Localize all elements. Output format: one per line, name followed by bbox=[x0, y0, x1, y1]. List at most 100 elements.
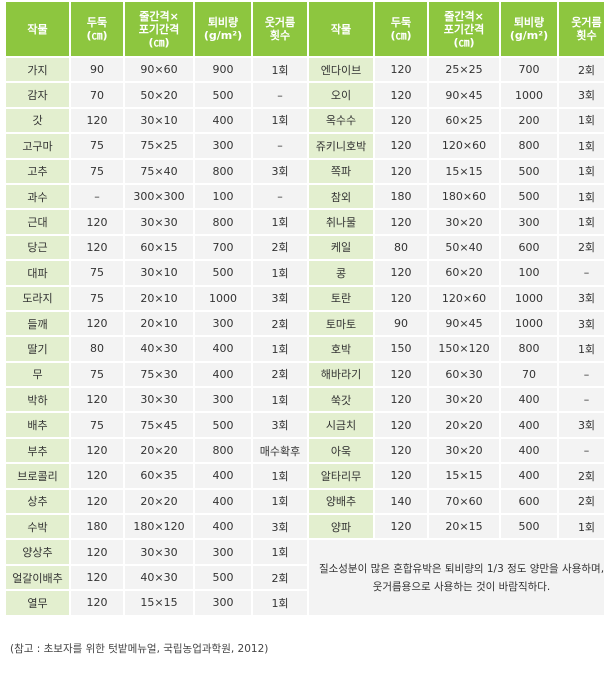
right-crop-name-cell: 토마토 bbox=[309, 311, 373, 336]
left-topdress-count-cell: 1회 bbox=[253, 388, 307, 412]
header-topdress-left: 웃거름 횟수 bbox=[253, 2, 307, 56]
header-compost-left: 퇴비량 (g/m²) bbox=[195, 2, 251, 56]
right-compost-amount-cell: 70 bbox=[501, 362, 557, 387]
left-crop-name-cell: 박하 bbox=[6, 388, 69, 412]
compost-note: 질소성분이 많은 혼합유박은 퇴비량의 1/3 정도 양만을 사용하며, 웃거름… bbox=[309, 540, 604, 615]
table-row: 수박 180 180×120 400 3회 양파 120 20×15 500 1회 bbox=[6, 515, 604, 539]
right-compost-amount-cell: 200 bbox=[501, 108, 557, 133]
right-compost-amount-cell: 600 bbox=[501, 489, 557, 514]
right-spacing-cell: 15×15 bbox=[429, 464, 499, 488]
left-spacing-cell: 30×30 bbox=[125, 210, 193, 234]
left-ridge-width-cell: 120 bbox=[71, 591, 123, 615]
header-line: (㎝) bbox=[390, 29, 412, 42]
header-line: 포기간격 bbox=[138, 22, 180, 36]
right-ridge-width-cell: 120 bbox=[375, 286, 427, 310]
left-compost-amount-cell: 400 bbox=[195, 489, 251, 514]
left-compost-amount-cell: 900 bbox=[195, 58, 251, 82]
table-header-row: 작물 두둑 (㎝) 줄간격× 포기간격 (㎝) 퇴비량 (g/m²) 웃거름 횟수 작물 두둑 (㎝) 줄… bbox=[6, 2, 604, 56]
header-line: 포기간격 bbox=[443, 22, 485, 36]
table-row: 도라지 75 20×10 1000 3회 토란 120 120×60 1000 3회 bbox=[6, 286, 604, 310]
header-compost-right: 퇴비량 (g/m²) bbox=[501, 2, 557, 56]
left-topdress-count-cell: – bbox=[253, 184, 307, 209]
left-compost-amount-cell: 500 bbox=[195, 413, 251, 437]
left-spacing-cell: 75×30 bbox=[125, 362, 193, 387]
right-ridge-width-cell: 140 bbox=[375, 489, 427, 514]
left-crop-name-cell: 고추 bbox=[6, 159, 69, 183]
right-crop-name-cell: 토란 bbox=[309, 286, 373, 310]
left-compost-amount-cell: 400 bbox=[195, 464, 251, 488]
right-compost-amount-cell: 500 bbox=[501, 159, 557, 183]
right-crop-name-cell: 양배추 bbox=[309, 489, 373, 514]
right-ridge-width-cell: 120 bbox=[375, 413, 427, 437]
left-compost-amount-cell: 400 bbox=[195, 337, 251, 361]
right-crop-name-cell: 양파 bbox=[309, 515, 373, 539]
right-topdress-count-cell: – bbox=[559, 261, 604, 285]
left-topdress-count-cell: 1회 bbox=[253, 540, 307, 564]
left-topdress-count-cell: 1회 bbox=[253, 261, 307, 285]
left-crop-name-cell: 브로콜리 bbox=[6, 464, 69, 488]
table-row: 열무 120 15×15 300 1회 bbox=[6, 591, 604, 615]
table-row: 당근 120 60×15 700 2회 케일 80 50×40 600 2회 bbox=[6, 235, 604, 260]
left-compost-amount-cell: 300 bbox=[195, 591, 251, 615]
left-compost-amount-cell: 800 bbox=[195, 210, 251, 234]
left-ridge-width-cell: 75 bbox=[71, 134, 123, 158]
source-citation: (참고 : 초보자를 위한 텃밭메뉴얼, 국립농업과학원, 2012) bbox=[10, 643, 269, 655]
right-compost-amount-cell: 1000 bbox=[501, 286, 557, 310]
right-topdress-count-cell: 2회 bbox=[559, 58, 604, 82]
left-crop-name-cell: 들깨 bbox=[6, 311, 69, 336]
left-spacing-cell: 60×35 bbox=[125, 464, 193, 488]
right-crop-name-cell: 케일 bbox=[309, 235, 373, 260]
left-ridge-width-cell: 120 bbox=[71, 388, 123, 412]
left-compost-amount-cell: 300 bbox=[195, 311, 251, 336]
left-crop-name-cell: 근대 bbox=[6, 210, 69, 234]
left-spacing-cell: 30×10 bbox=[125, 261, 193, 285]
right-crop-name-cell: 참외 bbox=[309, 184, 373, 209]
header-line: 횟수 bbox=[576, 29, 597, 42]
right-topdress-count-cell: – bbox=[559, 438, 604, 463]
header-line: (g/m²) bbox=[203, 29, 243, 42]
right-compost-amount-cell: 800 bbox=[501, 337, 557, 361]
header-line: 퇴비량 bbox=[513, 16, 545, 29]
left-crop-name-cell: 감자 bbox=[6, 83, 69, 107]
left-topdress-count-cell: 2회 bbox=[253, 362, 307, 387]
left-topdress-count-cell: 3회 bbox=[253, 515, 307, 539]
left-ridge-width-cell: 120 bbox=[71, 311, 123, 336]
table-row: 대파 75 30×10 500 1회 콩 120 60×20 100– bbox=[6, 261, 604, 285]
table-row: 얼갈이배추 120 40×30 500 2회 bbox=[6, 565, 604, 590]
header-line: 줄간격× bbox=[444, 9, 484, 23]
left-spacing-cell: 20×10 bbox=[125, 286, 193, 310]
header-line: (㎝) bbox=[148, 35, 170, 49]
right-ridge-width-cell: 80 bbox=[375, 235, 427, 260]
right-crop-name-cell: 호박 bbox=[309, 337, 373, 361]
left-crop-name-cell: 과수 bbox=[6, 184, 69, 209]
left-compost-amount-cell: 100 bbox=[195, 184, 251, 209]
left-topdress-count-cell: 3회 bbox=[253, 159, 307, 183]
right-topdress-count-cell: 1회 bbox=[559, 184, 604, 209]
right-ridge-width-cell: 120 bbox=[375, 83, 427, 107]
left-topdress-count-cell: 1회 bbox=[253, 108, 307, 133]
right-spacing-cell: 30×20 bbox=[429, 210, 499, 234]
right-crop-name-cell: 옥수수 bbox=[309, 108, 373, 133]
right-ridge-width-cell: 120 bbox=[375, 362, 427, 387]
right-topdress-count-cell: 2회 bbox=[559, 464, 604, 488]
header-line: 두둑 bbox=[390, 16, 412, 29]
left-spacing-cell: 180×120 bbox=[125, 515, 193, 539]
right-topdress-count-cell: – bbox=[559, 362, 604, 387]
left-crop-name-cell: 도라지 bbox=[6, 286, 69, 310]
right-spacing-cell: 15×15 bbox=[429, 159, 499, 183]
table-row: 감자 70 50×20 500– 오이 120 90×45 1000 3회 bbox=[6, 83, 604, 107]
table-row: 무 75 75×30 400 2회 해바라기 120 60×30 70– bbox=[6, 362, 604, 387]
right-compost-amount-cell: 600 bbox=[501, 235, 557, 260]
header-line: 작물 bbox=[27, 22, 48, 36]
right-compost-amount-cell: 500 bbox=[501, 184, 557, 209]
right-crop-name-cell: 오이 bbox=[309, 83, 373, 107]
left-topdress-count-cell: 3회 bbox=[253, 413, 307, 437]
table-row: 박하 120 30×30 300 1회 쑥갓 120 30×20 400– bbox=[6, 388, 604, 412]
left-spacing-cell: 60×15 bbox=[125, 235, 193, 260]
left-compost-amount-cell: 300 bbox=[195, 134, 251, 158]
right-compost-amount-cell: 400 bbox=[501, 438, 557, 463]
right-spacing-cell: 90×45 bbox=[429, 83, 499, 107]
right-compost-amount-cell: 800 bbox=[501, 134, 557, 158]
left-compost-amount-cell: 800 bbox=[195, 438, 251, 463]
right-crop-name-cell: 아욱 bbox=[309, 438, 373, 463]
